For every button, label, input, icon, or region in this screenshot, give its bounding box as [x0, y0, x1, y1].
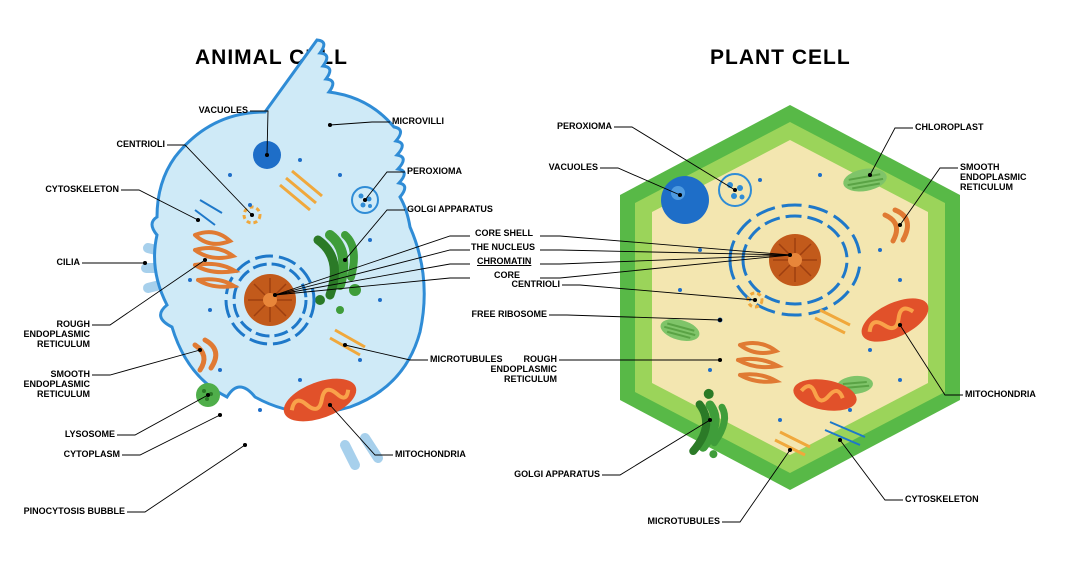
label-animal-cytoskel: CYTOSKELETON	[45, 185, 119, 195]
animal-cytoplasm	[152, 40, 424, 413]
label-plant-microtub: MICROTUBULES	[648, 517, 721, 527]
label-animal-ser: SMOOTHENDOPLASMICRETICULUM	[23, 370, 90, 400]
label-animal-centrioli: CENTRIOLI	[117, 140, 166, 150]
label-plant-vacuoles: VACUOLES	[549, 163, 598, 173]
label-plant-golgi: GOLGI APPARATUS	[514, 470, 600, 480]
label-animal-microvilli: MICROVILLI	[392, 117, 444, 127]
label-plant-centrioli: CENTRIOLI	[512, 280, 561, 290]
label-plant-freeribo: FREE RIBOSOME	[471, 310, 547, 320]
label-animal-vacuoles: VACUOLES	[199, 106, 248, 116]
label-animal-lysosome: LYSOSOME	[65, 430, 115, 440]
label-animal-cytoplasm: CYTOPLASM	[64, 450, 120, 460]
label-plant-rer: ROUGHENDOPLASMICRETICULUM	[490, 355, 557, 385]
label-core-shell: CORE SHELL	[475, 229, 533, 239]
label-plant-peroxioma: PEROXIOMA	[557, 122, 612, 132]
label-plant-mito: MITOCHONDRIA	[965, 390, 1036, 400]
plant-vacuole-icon	[661, 176, 709, 224]
label-chromatin: CHROMATIN	[477, 257, 531, 267]
label-animal-mito: MITOCHONDRIA	[395, 450, 466, 460]
label-core: CORE	[494, 271, 520, 281]
label-plant-cytoskel: CYTOSKELETON	[905, 495, 979, 505]
animal-cell	[146, 40, 424, 465]
label-the-nucleus: THE NUCLEUS	[471, 243, 535, 253]
label-plant-ser: SMOOTHENDOPLASMICRETICULUM	[960, 163, 1027, 193]
label-animal-peroxioma: PEROXIOMA	[407, 167, 462, 177]
label-animal-pinocytosis: PINOCYTOSIS BUBBLE	[24, 507, 125, 517]
label-animal-rer: ROUGHENDOPLASMICRETICULUM	[23, 320, 90, 350]
label-animal-golgi: GOLGI APPARATUS	[407, 205, 493, 215]
label-animal-cilia: CILIA	[57, 258, 81, 268]
plant-cell	[620, 105, 960, 490]
label-plant-chloroplast: CHLOROPLAST	[915, 123, 984, 133]
